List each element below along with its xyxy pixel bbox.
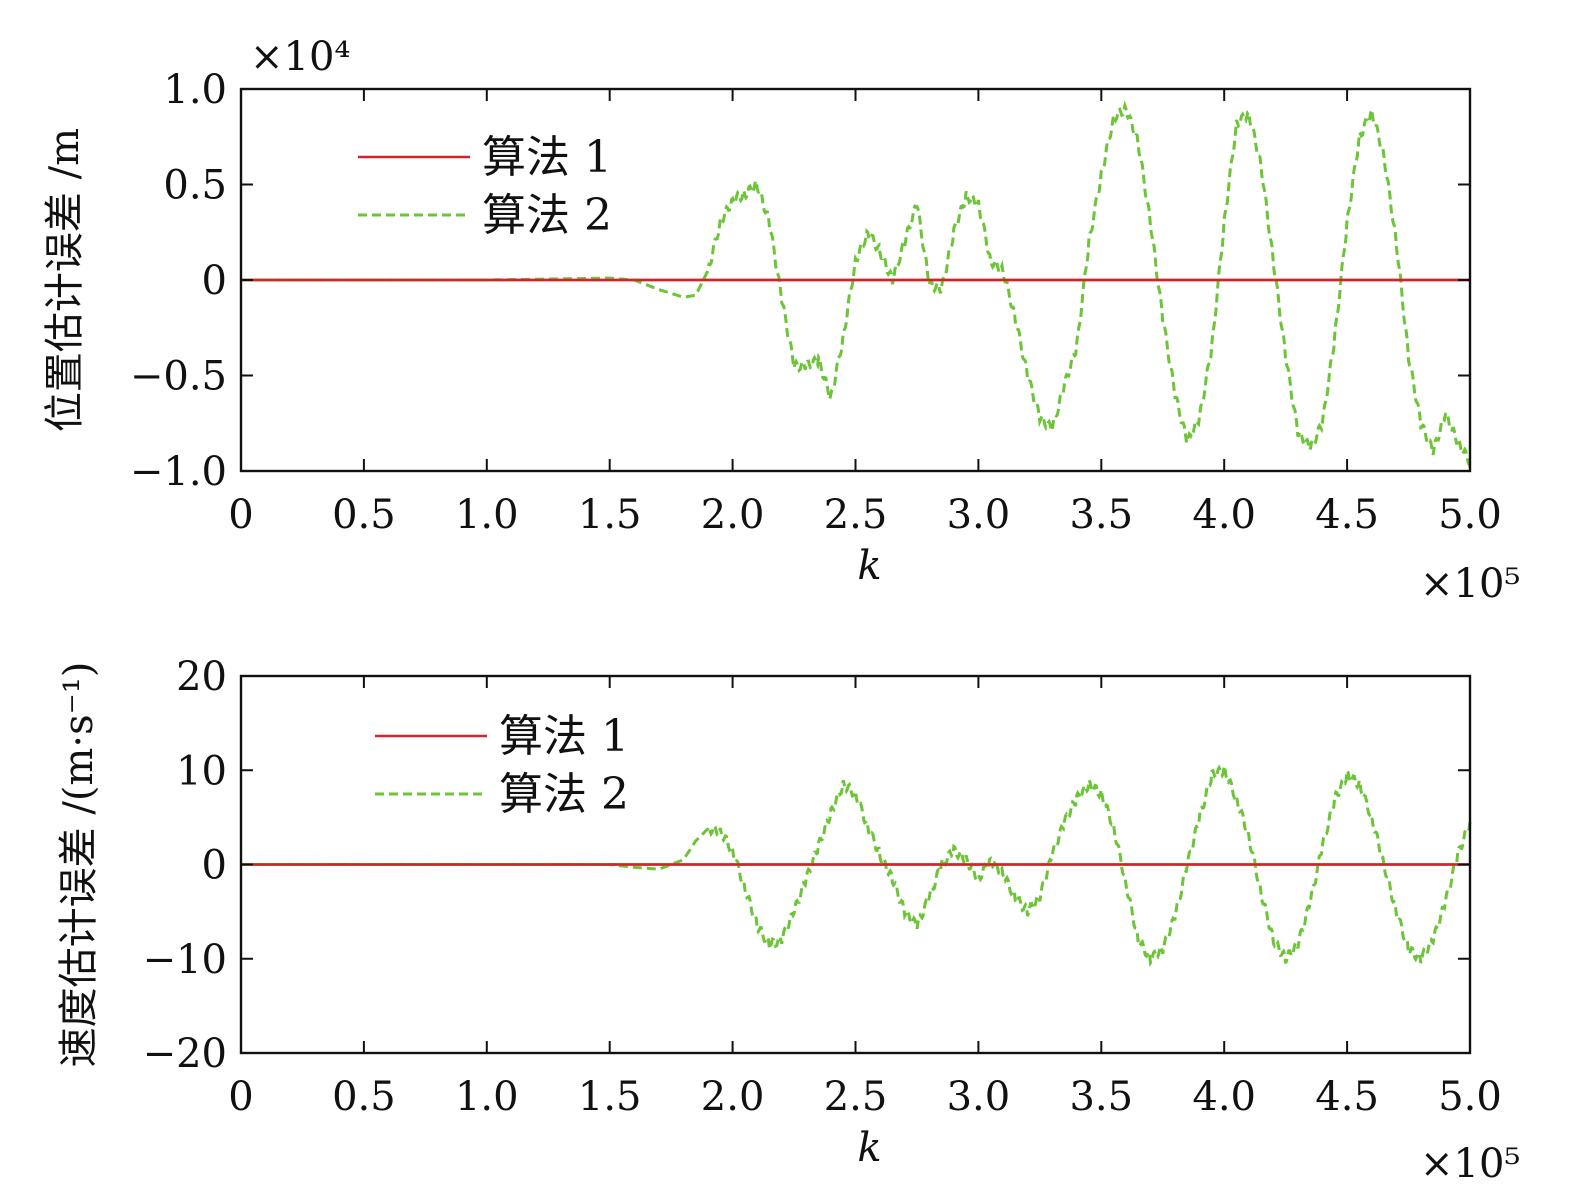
plot-area	[241, 764, 1472, 968]
y-tick-label: 10	[176, 748, 227, 794]
x-tick-label: 1.5	[578, 1074, 642, 1120]
y-exponent-label: ×10⁴	[250, 34, 350, 80]
x-axis-label: k	[857, 543, 881, 589]
series-line-2	[241, 764, 1472, 968]
x-tick-label: 2.0	[701, 492, 765, 538]
x-tick-label: 4.0	[1192, 492, 1256, 538]
x-tick-label: 0	[228, 492, 253, 538]
y-tick-label: 0	[202, 843, 227, 889]
velocity-error-chart: 0 0.5 1.0 1.5 2.0 2.5 3.0 3.5 4.0 4.5 5.0 −20 −10 0 10…	[56, 654, 1520, 1187]
x-tick-label: 1.0	[455, 1074, 519, 1120]
x-tick-label: 3.5	[1069, 1074, 1133, 1120]
y-tick-label: −10	[143, 937, 227, 983]
x-tick-label: 5.0	[1438, 492, 1502, 538]
x-tick-label: 5.0	[1438, 1074, 1502, 1120]
x-tick-label: 2.5	[824, 1074, 888, 1120]
x-tick-label: 2.5	[824, 492, 888, 538]
legend: 算法 1 算法 2	[358, 132, 612, 241]
y-tick-label: 20	[176, 654, 227, 700]
x-tick-label: 3.0	[947, 492, 1011, 538]
x-tick-label: 0.5	[332, 492, 396, 538]
x-tick-label: 3.0	[947, 1074, 1011, 1120]
x-exponent-label: ×10⁵	[1420, 1141, 1520, 1187]
x-tick-label: 4.0	[1192, 1074, 1256, 1120]
series-line-2	[241, 100, 1472, 469]
x-tick-label: 0.5	[332, 1074, 396, 1120]
legend-label-1: 算法 1	[499, 711, 629, 762]
position-error-chart: 0 0.5 1.0 1.5 2.0 2.5 3.0 3.5 4.0 4.5 5.0 −1.0 −0.5 0…	[42, 34, 1520, 607]
x-tick-label: 0	[228, 1074, 253, 1120]
y-tick-label: −1.0	[130, 449, 227, 495]
legend-label-1: 算法 1	[482, 132, 612, 183]
x-tick-label: 1.0	[455, 492, 519, 538]
y-tick-label: 0.5	[163, 163, 227, 209]
legend-label-2: 算法 2	[482, 190, 612, 241]
y-tick-label: 0	[202, 258, 227, 304]
y-axis-label: 速度估计误差 /(m·s⁻¹)	[56, 662, 102, 1068]
plot-area	[241, 100, 1472, 469]
y-tick-label: −0.5	[130, 354, 227, 400]
legend: 算法 1 算法 2	[375, 711, 629, 820]
x-tick-label: 3.5	[1069, 492, 1133, 538]
y-axis-label: 位置估计误差 /m	[42, 128, 88, 432]
y-tick-label: −20	[143, 1031, 227, 1077]
x-tick-label: 1.5	[578, 492, 642, 538]
x-tick-label: 2.0	[701, 1074, 765, 1120]
legend-label-2: 算法 2	[499, 769, 629, 820]
x-exponent-label: ×10⁵	[1420, 561, 1520, 607]
x-tick-label: 4.5	[1315, 492, 1379, 538]
y-tick-label: 1.0	[163, 67, 227, 113]
x-axis-label: k	[857, 1125, 881, 1171]
x-tick-label: 4.5	[1315, 1074, 1379, 1120]
